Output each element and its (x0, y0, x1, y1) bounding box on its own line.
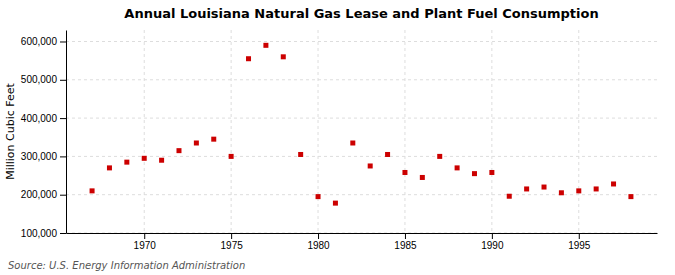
point (437, 154, 442, 159)
point (472, 171, 477, 176)
y-tick-mark (60, 195, 66, 196)
x-tick: 1995 (568, 233, 591, 251)
x-tick: 1980 (307, 233, 330, 251)
point (281, 54, 286, 59)
point (194, 140, 199, 145)
y-tick: 400,000 (21, 113, 66, 124)
x-tick-label: 1980 (307, 240, 330, 251)
x-tick-label: 1995 (568, 240, 591, 251)
point (90, 188, 95, 193)
point (176, 148, 181, 153)
point (542, 185, 547, 190)
point (333, 201, 338, 206)
y-tick-mark (60, 156, 66, 157)
grid-line (491, 30, 492, 233)
point (107, 165, 112, 170)
point (385, 152, 390, 157)
grid-line (66, 194, 657, 195)
grid-line (404, 30, 405, 233)
x-tick-mark (318, 233, 319, 239)
grid-line (66, 156, 657, 157)
point (211, 137, 216, 142)
point (611, 181, 616, 186)
grid-line (144, 30, 145, 233)
y-tick-mark (60, 80, 66, 81)
x-tick-mark (231, 233, 232, 239)
x-tick: 1970 (134, 233, 157, 251)
grid (66, 30, 657, 233)
grid-line (578, 30, 579, 233)
y-tick-label: 300,000 (21, 151, 58, 162)
y-tick-label: 100,000 (21, 228, 58, 239)
points (90, 43, 634, 206)
point (455, 165, 460, 170)
point (628, 194, 633, 199)
y-tick: 600,000 (21, 36, 66, 47)
x-axis-line (67, 233, 658, 234)
x-tick: 1990 (481, 233, 504, 251)
x-tick-label: 1990 (481, 240, 504, 251)
point (420, 175, 425, 180)
grid-line (66, 41, 657, 42)
y-axis: 100,000 200,000 300,000 400,000 500,000 600,0… (21, 31, 67, 239)
x-tick-mark (144, 233, 145, 239)
y-tick: 200,000 (21, 189, 66, 200)
x-tick-label: 1975 (221, 240, 244, 251)
point (402, 170, 407, 175)
point (159, 158, 164, 163)
title: Annual Louisiana Natural Gas Lease and P… (124, 6, 598, 21)
x-tick-mark (579, 233, 580, 239)
x-tick: 1975 (221, 233, 244, 251)
point (524, 186, 529, 191)
y-tick: 300,000 (21, 151, 66, 162)
point (507, 194, 512, 199)
y-tick-mark (60, 118, 66, 119)
point (489, 170, 494, 175)
point (576, 188, 581, 193)
y-axis-title: Million Cubic Feet (4, 82, 17, 179)
point (246, 56, 251, 61)
source: Source: U.S. Energy Information Administ… (8, 260, 245, 271)
y-axis-line (66, 31, 67, 234)
x-tick-mark (492, 233, 493, 239)
y-tick-label: 500,000 (21, 74, 58, 85)
point (350, 140, 355, 145)
y-tick-mark (60, 41, 66, 42)
point (142, 156, 147, 161)
grid-line (66, 233, 657, 234)
plot: 1970 1975 1980 1985 1990 1995 100,000 200,000 30… (21, 30, 658, 251)
point (368, 163, 373, 168)
grid-line (318, 30, 319, 233)
point (298, 152, 303, 157)
y-tick-label: 200,000 (21, 189, 58, 200)
y-tick-label: 600,000 (21, 36, 58, 47)
point (594, 186, 599, 191)
y-tick-mark (60, 233, 66, 234)
grid-line (66, 79, 657, 80)
x-tick: 1985 (394, 233, 417, 251)
x-tick-mark (405, 233, 406, 239)
x-axis: 1970 1975 1980 1985 1990 1995 (67, 233, 658, 251)
x-tick-label: 1985 (394, 240, 417, 251)
x-tick-label: 1970 (134, 240, 157, 251)
y-tick: 100,000 (21, 228, 66, 239)
grid-line (66, 118, 657, 119)
point (316, 194, 321, 199)
chart: 1970 1975 1980 1985 1990 1995 100,000 200,000 30… (0, 0, 675, 275)
point (229, 154, 234, 159)
point (559, 190, 564, 195)
point (263, 43, 268, 48)
y-tick-label: 400,000 (21, 113, 58, 124)
grid-line (231, 30, 232, 233)
y-tick: 500,000 (21, 74, 66, 85)
point (124, 160, 129, 165)
